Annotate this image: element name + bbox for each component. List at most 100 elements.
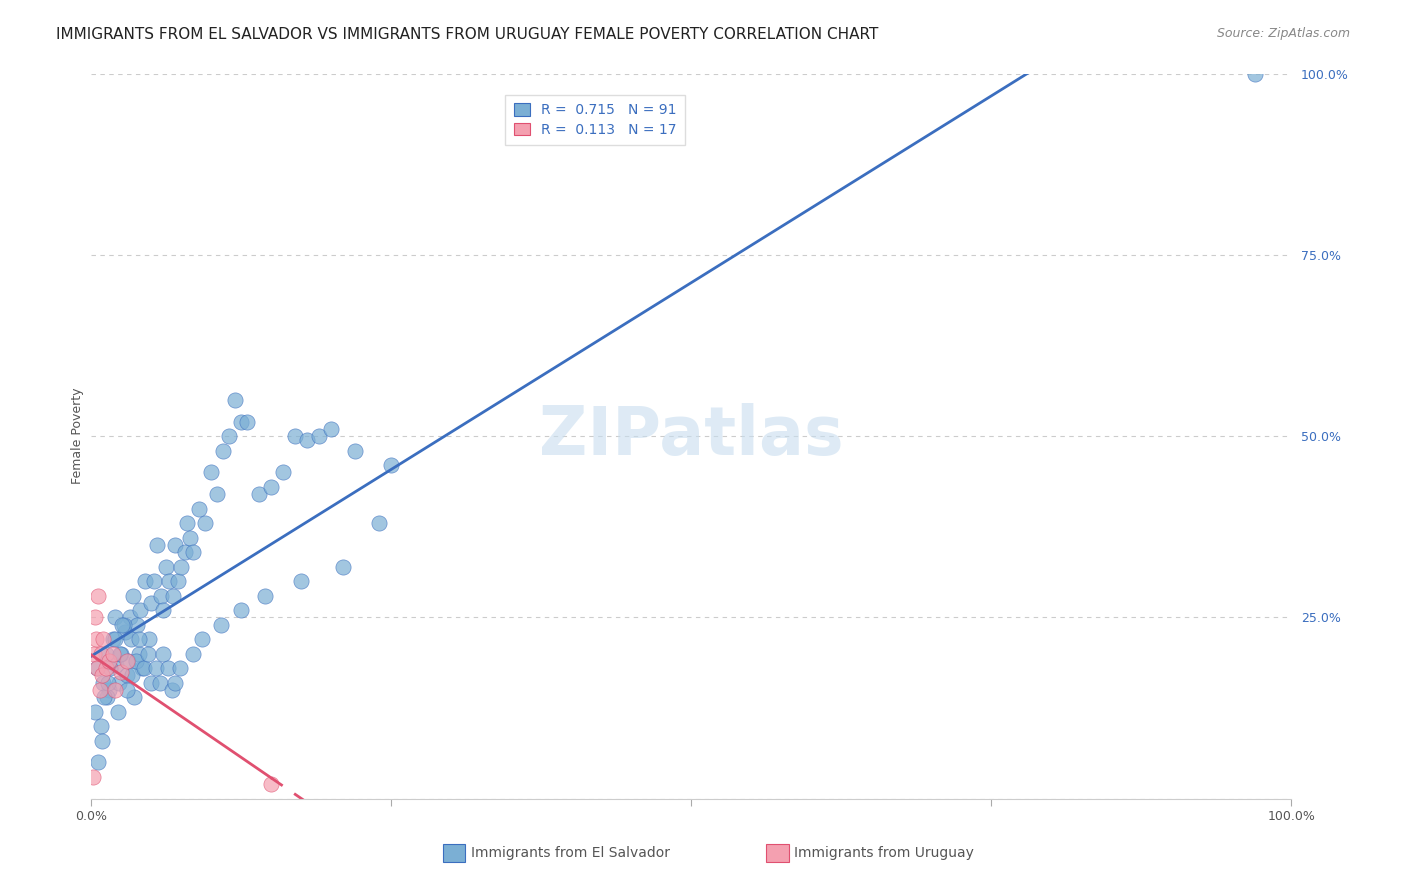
Point [231,415,253,429]
Point [173,545,195,559]
Point [136,647,159,661]
Point [170,559,193,574]
Point [134,574,156,588]
Point [218,429,240,443]
Point [128,647,150,661]
Point [188,501,211,516]
Point [138,632,160,647]
Point [83,647,105,661]
Point [162,589,184,603]
Point [260,777,283,791]
Point [124,654,146,668]
Point [84,632,107,647]
Y-axis label: Female Poverty: Female Poverty [72,388,84,484]
Point [149,675,172,690]
Point [115,668,138,682]
Point [231,603,253,617]
Point [125,617,148,632]
Point [152,647,174,661]
Point [176,516,198,530]
Point [104,632,127,647]
Point [308,429,330,443]
Legend: R =  0.715   N = 91, R =  0.113   N = 17: R = 0.715 N = 91, R = 0.113 N = 17 [505,95,685,145]
Point [152,603,174,617]
Point [100,661,122,675]
Point [1244,66,1267,80]
Point [93,690,115,705]
Point [169,661,191,675]
Point [260,480,283,494]
Point [209,617,232,632]
Point [368,516,391,530]
Point [157,574,180,588]
Point [190,632,212,647]
Point [101,632,124,647]
Point [344,443,367,458]
Text: Immigrants from Uruguay: Immigrants from Uruguay [794,846,974,860]
Point [205,487,228,501]
Point [290,574,312,588]
Point [110,647,132,661]
Point [155,559,177,574]
Point [141,596,163,610]
Point [332,559,354,574]
Point [121,668,143,682]
Point [91,675,114,690]
Text: ZIPatlas: ZIPatlas [538,403,844,469]
Point [87,589,110,603]
Point [115,654,138,668]
Point [124,690,146,705]
Point [212,443,235,458]
Point [295,433,318,447]
Point [97,675,120,690]
Point [83,705,105,719]
Point [247,487,270,501]
Point [104,682,127,697]
Point [179,531,201,545]
Point [236,415,259,429]
Point [131,661,153,675]
Point [90,719,112,733]
Point [111,617,134,632]
Point [122,589,145,603]
Point [194,516,217,530]
Text: IMMIGRANTS FROM EL SALVADOR VS IMMIGRANTS FROM URUGUAY FEMALE POVERTY CORRELATIO: IMMIGRANTS FROM EL SALVADOR VS IMMIGRANT… [56,27,879,42]
Point [87,756,110,770]
Point [129,603,152,617]
Point [94,661,117,675]
Point [165,675,187,690]
Point [165,538,187,552]
Point [110,665,132,679]
Point [224,392,246,407]
Point [98,682,121,697]
Point [160,682,183,697]
Point [114,624,136,639]
Point [101,647,124,661]
Point [380,458,402,472]
Text: Source: ZipAtlas.com: Source: ZipAtlas.com [1216,27,1350,40]
Point [145,661,167,675]
Point [142,574,165,588]
Point [181,647,204,661]
Point [107,675,129,690]
Point [83,610,105,624]
Point [90,647,112,661]
Point [149,589,172,603]
Point [254,589,277,603]
Point [156,661,179,675]
Point [166,574,188,588]
Point [181,545,204,559]
Point [107,705,129,719]
Point [98,654,121,668]
Point [108,647,131,661]
Point [104,610,127,624]
Point [321,422,343,436]
Point [96,690,118,705]
Point [91,668,114,682]
Point [115,682,138,697]
Point [117,654,139,668]
Point [120,632,142,647]
Point [91,733,114,747]
Point [91,632,114,647]
Point [86,661,108,675]
